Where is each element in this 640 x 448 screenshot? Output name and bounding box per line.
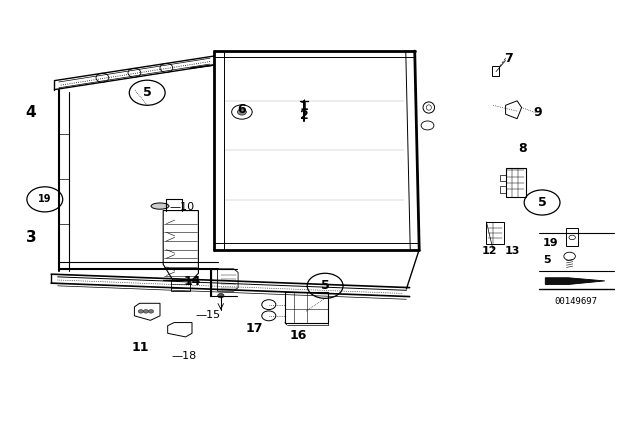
Text: 3: 3	[26, 230, 36, 245]
Text: 17: 17	[245, 322, 262, 336]
Ellipse shape	[151, 203, 169, 209]
Text: 7: 7	[504, 52, 513, 65]
Text: 19: 19	[543, 238, 558, 248]
Text: 11: 11	[131, 340, 148, 354]
Text: 5: 5	[143, 86, 152, 99]
Text: —15: —15	[195, 310, 220, 320]
Text: 12: 12	[481, 246, 497, 256]
Text: 2: 2	[300, 109, 308, 122]
Text: 9: 9	[533, 106, 541, 120]
Circle shape	[148, 310, 154, 313]
Circle shape	[138, 310, 143, 313]
Text: 13: 13	[504, 246, 520, 256]
Text: 8: 8	[518, 142, 527, 155]
Text: —18: —18	[172, 351, 196, 361]
Circle shape	[143, 310, 148, 313]
Text: 5: 5	[543, 255, 550, 265]
Text: 14: 14	[184, 275, 201, 288]
Text: 5: 5	[321, 279, 330, 293]
Text: 5: 5	[538, 196, 547, 209]
Text: 16: 16	[289, 328, 307, 342]
Circle shape	[237, 109, 246, 115]
Text: 4: 4	[26, 104, 36, 120]
Text: 19: 19	[38, 194, 52, 204]
Text: 6: 6	[237, 103, 245, 116]
Text: 00149697: 00149697	[554, 297, 598, 306]
Polygon shape	[545, 278, 605, 284]
Text: 1: 1	[300, 100, 308, 113]
Circle shape	[218, 293, 224, 298]
Text: —10: —10	[169, 202, 194, 212]
